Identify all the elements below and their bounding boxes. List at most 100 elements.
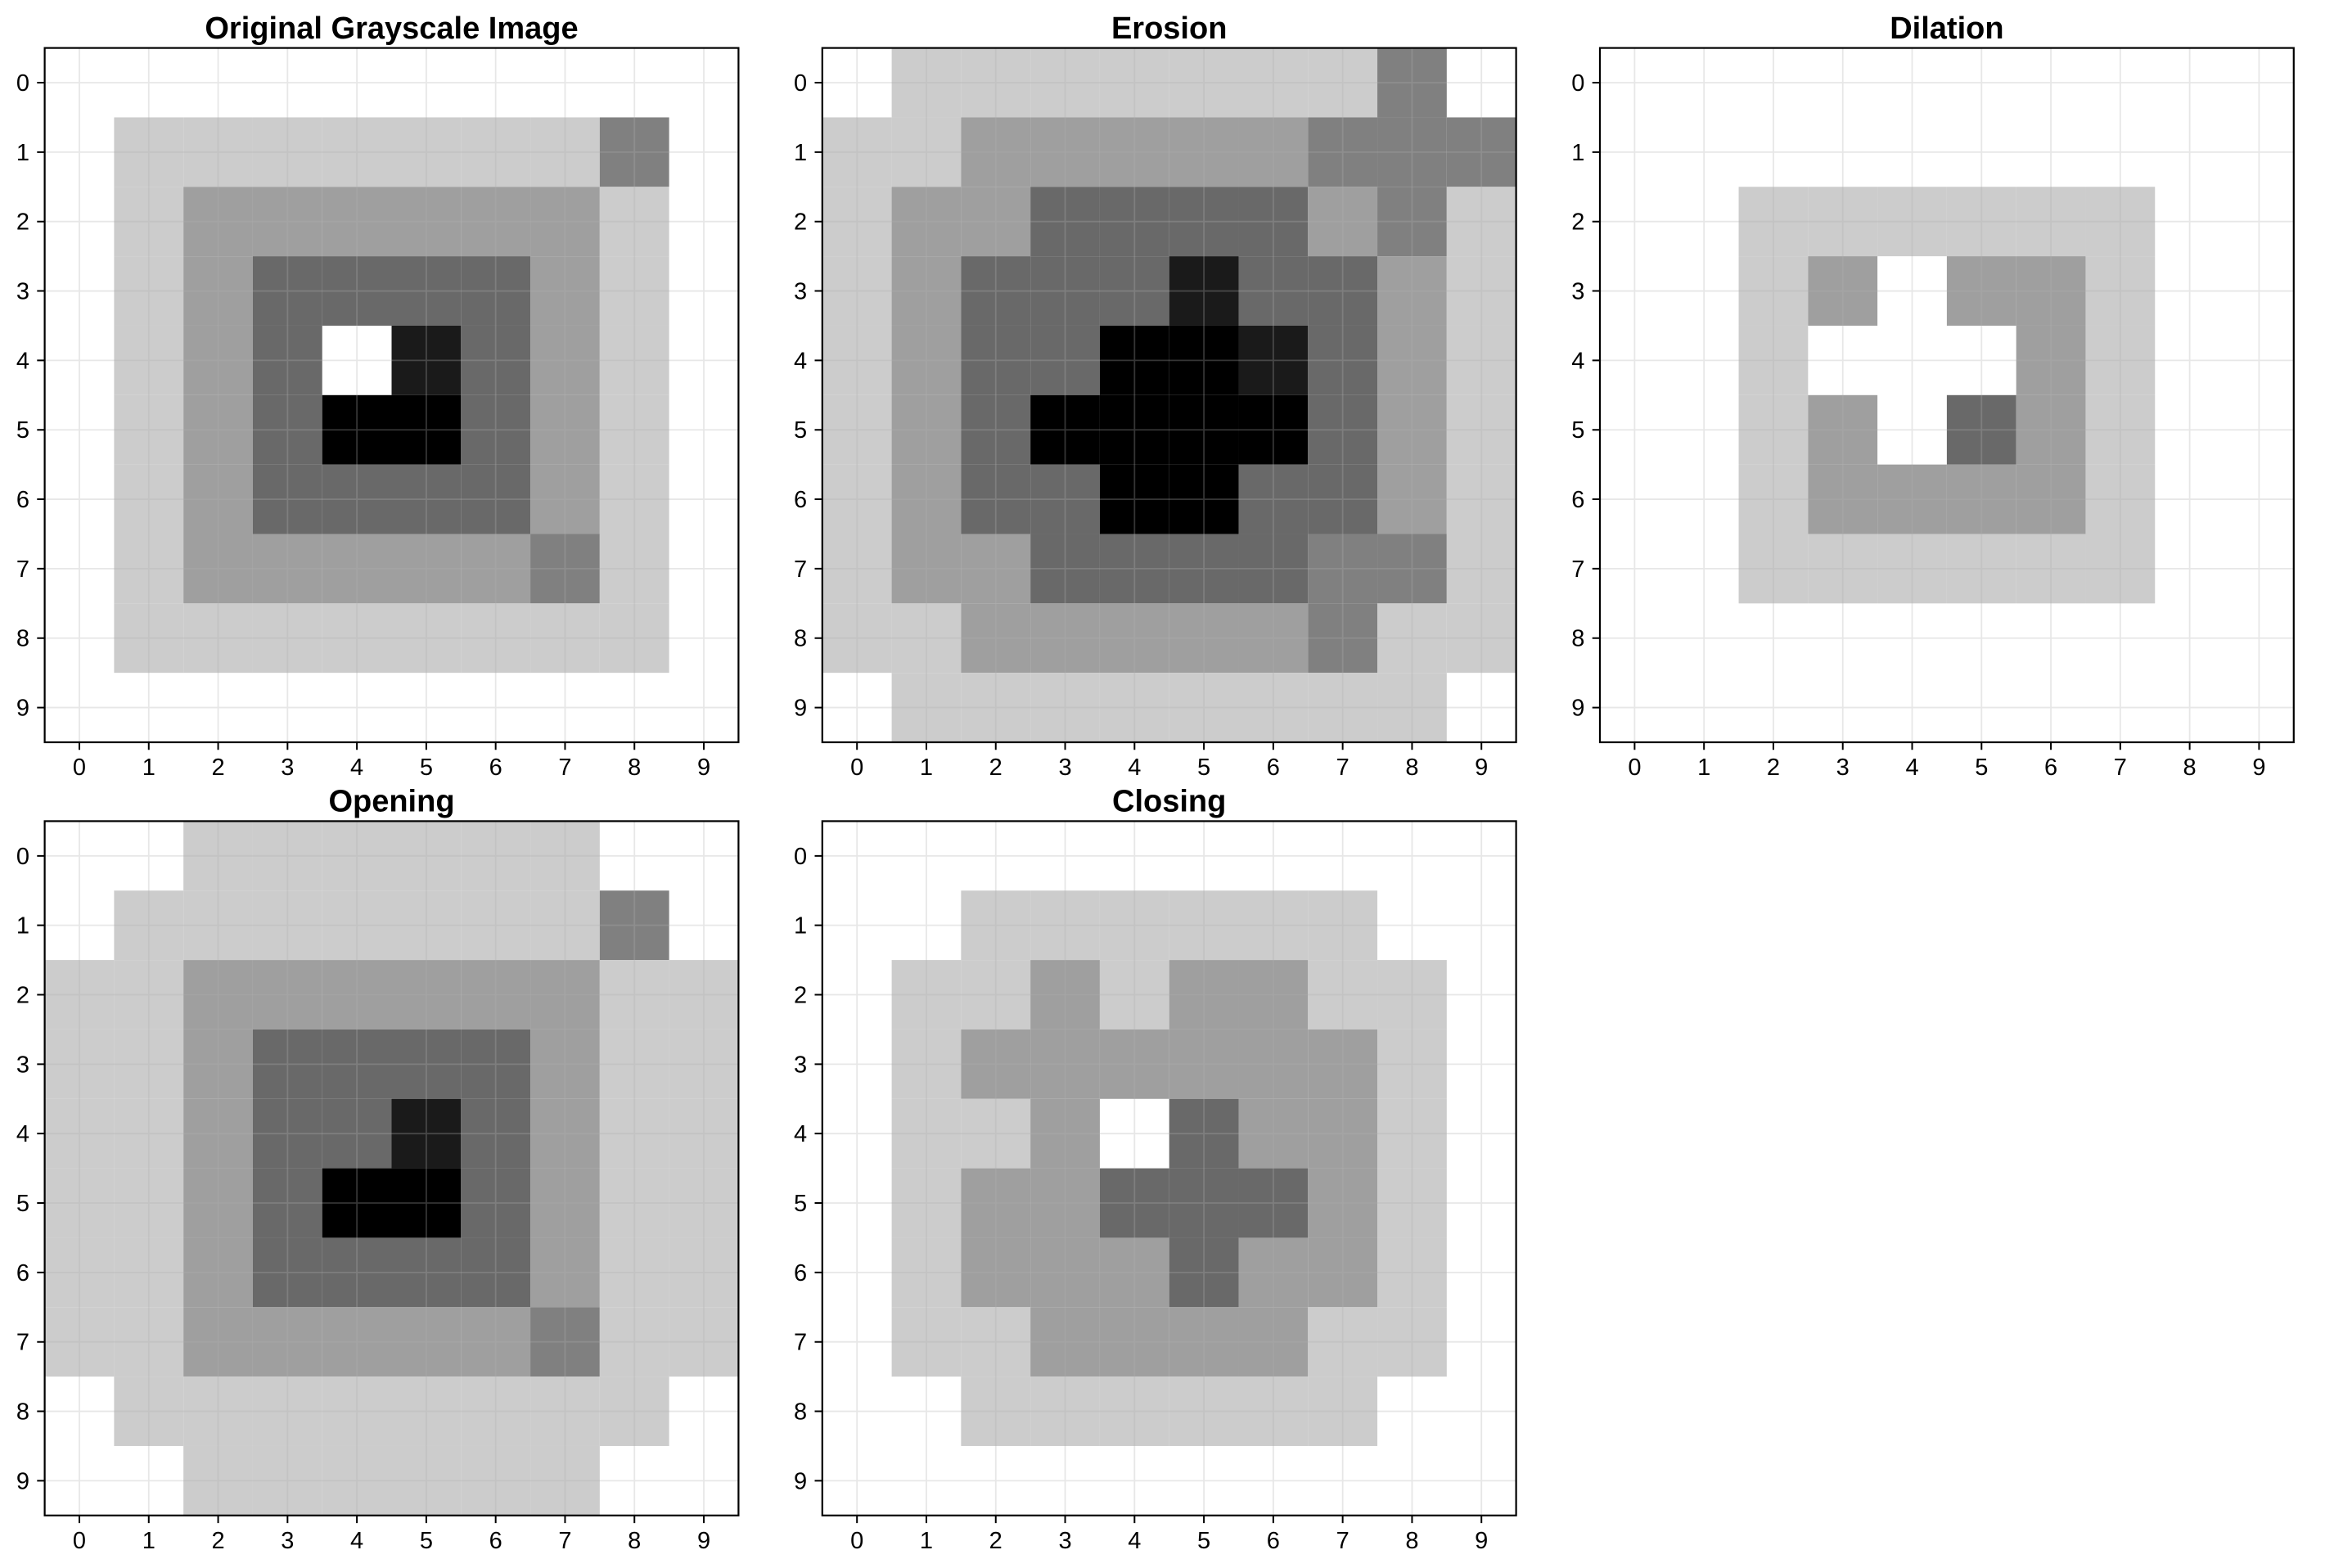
svg-text:5: 5 [420,1528,433,1554]
svg-text:4: 4 [16,348,29,374]
svg-text:6: 6 [16,1260,29,1286]
svg-text:8: 8 [2183,755,2197,781]
svg-text:8: 8 [1405,1528,1418,1554]
svg-text:1: 1 [1697,755,1710,781]
svg-text:3: 3 [1836,755,1850,781]
svg-text:9: 9 [16,1468,29,1494]
svg-text:7: 7 [794,556,807,583]
svg-text:1: 1 [16,913,29,939]
svg-text:3: 3 [281,1528,294,1554]
svg-text:0: 0 [850,1528,863,1554]
svg-text:2: 2 [794,210,807,236]
svg-text:0: 0 [1628,755,1641,781]
svg-text:Opening: Opening [328,785,454,819]
svg-text:9: 9 [1571,696,1584,722]
svg-text:3: 3 [1058,755,1071,781]
svg-text:8: 8 [1571,626,1584,652]
svg-text:0: 0 [16,844,29,870]
svg-text:Erosion: Erosion [1111,11,1227,46]
svg-text:4: 4 [16,1121,29,1147]
svg-text:5: 5 [16,1191,29,1217]
svg-text:7: 7 [1571,556,1584,583]
svg-text:6: 6 [16,487,29,513]
svg-text:0: 0 [794,844,807,870]
svg-text:8: 8 [628,755,641,781]
svg-text:1: 1 [794,140,807,166]
svg-text:1: 1 [1571,140,1584,166]
svg-text:3: 3 [16,279,29,305]
svg-text:2: 2 [211,1528,224,1554]
svg-text:9: 9 [16,696,29,722]
svg-text:7: 7 [794,1330,807,1356]
svg-text:2: 2 [16,210,29,236]
svg-text:4: 4 [350,755,363,781]
svg-text:0: 0 [794,70,807,97]
svg-text:9: 9 [697,755,710,781]
svg-text:2: 2 [989,1528,1003,1554]
svg-text:8: 8 [1405,755,1418,781]
svg-text:2: 2 [794,983,807,1009]
svg-text:4: 4 [350,1528,363,1554]
svg-text:3: 3 [281,755,294,781]
svg-text:9: 9 [794,1468,807,1494]
svg-text:8: 8 [628,1528,641,1554]
svg-text:7: 7 [1336,755,1349,781]
svg-text:5: 5 [1571,417,1584,444]
svg-text:6: 6 [1267,755,1280,781]
svg-text:0: 0 [1571,70,1584,97]
svg-text:2: 2 [211,755,224,781]
svg-text:5: 5 [16,417,29,444]
svg-text:9: 9 [2252,755,2265,781]
svg-text:2: 2 [16,983,29,1009]
svg-text:6: 6 [489,755,502,781]
svg-text:1: 1 [920,1528,933,1554]
svg-text:1: 1 [142,755,155,781]
svg-text:5: 5 [794,417,807,444]
svg-text:2: 2 [1767,755,1780,781]
svg-text:Closing: Closing [1112,785,1226,819]
svg-text:6: 6 [2044,755,2057,781]
svg-text:1: 1 [794,913,807,939]
svg-text:7: 7 [1336,1528,1349,1554]
svg-text:7: 7 [558,755,571,781]
svg-text:2: 2 [1571,210,1584,236]
svg-text:Dilation: Dilation [1890,11,2003,46]
svg-text:0: 0 [73,1528,86,1554]
svg-text:0: 0 [73,755,86,781]
svg-text:9: 9 [697,1528,710,1554]
svg-text:6: 6 [1571,487,1584,513]
svg-text:9: 9 [1475,755,1488,781]
svg-text:3: 3 [794,279,807,305]
svg-text:4: 4 [1128,1528,1141,1554]
svg-text:5: 5 [1197,755,1210,781]
svg-text:9: 9 [1475,1528,1488,1554]
svg-text:2: 2 [989,755,1003,781]
svg-text:3: 3 [1571,279,1584,305]
svg-text:6: 6 [489,1528,502,1554]
svg-text:1: 1 [142,1528,155,1554]
svg-text:5: 5 [1197,1528,1210,1554]
svg-text:3: 3 [794,1052,807,1078]
svg-text:3: 3 [1058,1528,1071,1554]
svg-text:5: 5 [794,1191,807,1217]
svg-text:Original Grayscale Image: Original Grayscale Image [205,11,578,46]
svg-text:7: 7 [16,556,29,583]
svg-text:0: 0 [16,70,29,97]
svg-text:6: 6 [794,487,807,513]
svg-text:9: 9 [794,696,807,722]
svg-text:5: 5 [1975,755,1988,781]
svg-text:1: 1 [920,755,933,781]
svg-text:6: 6 [794,1260,807,1286]
svg-text:8: 8 [16,626,29,652]
svg-text:6: 6 [1267,1528,1280,1554]
svg-text:7: 7 [16,1330,29,1356]
svg-text:4: 4 [1128,755,1141,781]
svg-text:7: 7 [558,1528,571,1554]
svg-text:4: 4 [1905,755,1918,781]
svg-text:8: 8 [794,1399,807,1426]
svg-text:3: 3 [16,1052,29,1078]
svg-text:7: 7 [2114,755,2127,781]
svg-text:4: 4 [794,348,807,374]
svg-text:0: 0 [850,755,863,781]
svg-text:4: 4 [794,1121,807,1147]
